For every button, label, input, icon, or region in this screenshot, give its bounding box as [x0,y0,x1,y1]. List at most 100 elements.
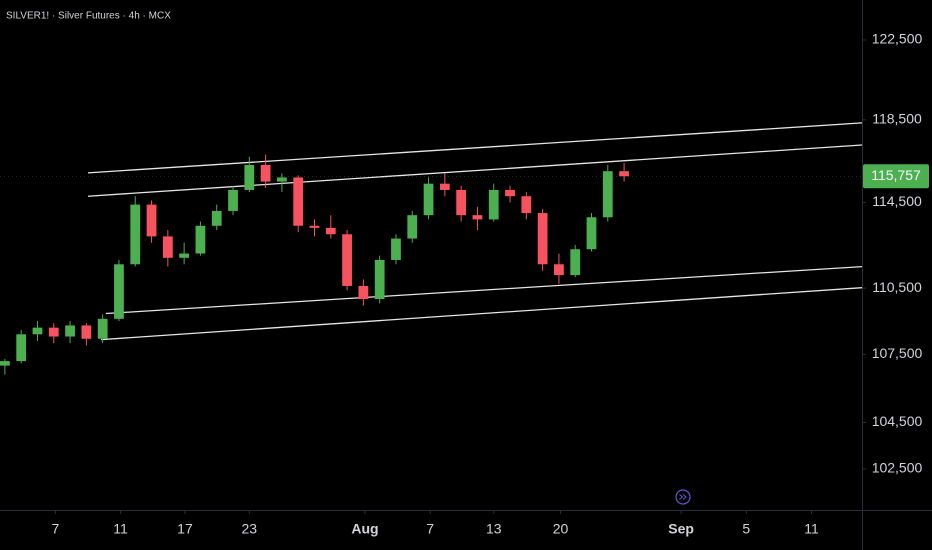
candle-body [97,318,108,339]
last-price-box [863,164,929,189]
candle-body [554,264,564,276]
y-tick-label: 104,500 [872,413,923,429]
x-tick-label: 13 [486,521,502,537]
candle-body [0,361,10,366]
candle [195,221,206,256]
candle [244,156,255,193]
candle-body [48,327,59,337]
last-price-label: 115,757 [871,167,921,183]
candle-body [146,204,157,237]
candle [537,208,548,271]
candle [65,321,75,344]
candle-body [505,189,515,197]
candle [260,154,271,188]
candle [407,210,418,243]
candle [619,162,629,182]
candle [0,358,10,375]
candle [521,192,532,220]
candle-body [81,325,92,339]
candle [439,173,450,197]
x-tick-label: Aug [351,521,378,537]
candle-body [619,171,629,177]
candle-body [423,183,434,216]
x-tick-label: 11 [804,521,819,537]
candle-body [65,325,75,337]
candle-body [277,177,287,182]
y-tick-label: 110,500 [872,279,922,295]
chart-title: SILVER1! · Silver Futures · 4h · MCX [6,11,171,22]
candle-body [260,164,271,182]
candle-body [602,171,613,218]
goto-realtime[interactable] [675,489,691,505]
candle [114,259,124,322]
candle-body [293,177,304,226]
candle [81,323,92,346]
candle [570,244,581,278]
candle [358,279,369,306]
candle [505,185,515,203]
candle-body [16,334,27,362]
y-tick-label: 102,500 [872,460,923,476]
candle-body [228,189,238,211]
candle-body [439,183,450,190]
x-tick-label: 7 [426,521,434,537]
candle-body [537,213,548,265]
candle-body [358,285,369,300]
candle-body [179,253,190,258]
x-tick-label: 23 [242,521,258,537]
y-tick-label: 107,500 [872,345,923,361]
candle-body [391,238,401,260]
candle [586,213,597,252]
candle [130,196,141,267]
candle-body [342,234,352,286]
candle-body [407,215,418,239]
y-tick-label: 114,500 [872,193,922,209]
x-tick-label: 20 [553,521,569,537]
x-tick-label: Sep [668,521,694,537]
candle-body [211,210,222,226]
candle [472,206,483,231]
candle-body [162,236,173,258]
candle-body [114,264,124,319]
candle [456,185,467,222]
candle-body [244,164,255,190]
trendline [100,287,863,341]
y-tick-label: 122,500 [872,31,923,47]
candle [325,215,336,239]
candle [146,200,157,243]
candle [162,230,173,267]
candle [179,242,190,265]
y-tick-label: 118,500 [872,111,922,127]
candle-body [456,189,467,216]
candle [277,173,287,193]
candle [391,234,401,265]
candle-body [521,196,532,214]
candle-body [32,327,43,335]
trendline [87,122,863,174]
candle-body [325,227,336,235]
candle-body [472,215,483,220]
candle [211,204,222,231]
candle [97,314,108,344]
candle [32,321,43,341]
candle [554,253,564,284]
candle-body [374,259,385,300]
candle [602,164,613,222]
candle-body [570,249,581,276]
candle [16,329,27,364]
x-tick-label: 17 [177,521,193,537]
candle [228,185,238,216]
candle [374,255,385,304]
candle-body [195,225,206,254]
candle-body [130,204,141,265]
x-tick-label: 5 [742,521,750,537]
candle [488,183,499,222]
candle [342,230,352,291]
trendline [105,265,863,315]
x-tick-label: 7 [52,521,60,537]
candle [293,175,304,233]
candle [48,323,59,344]
x-tick-label: 11 [113,521,128,537]
candle [309,219,320,237]
